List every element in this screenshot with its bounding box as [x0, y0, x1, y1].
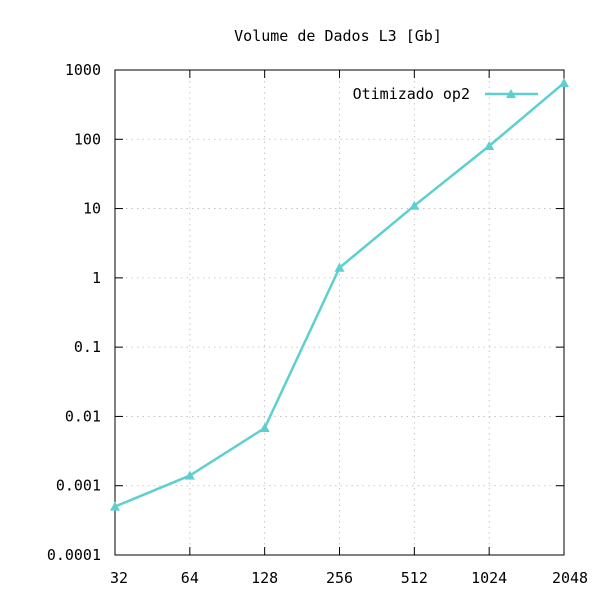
chart-title: Volume de Dados L3 [Gb]	[234, 27, 442, 45]
x-axis-tick-labels: 32 64 128 256 512 1024 2048	[110, 569, 588, 587]
y-tick-label: 10	[83, 200, 101, 218]
series-line	[114, 82, 565, 508]
legend: Otimizado op2	[353, 85, 538, 103]
data-point	[259, 423, 270, 433]
y-tick-label: 1000	[65, 61, 101, 79]
y-tick-label: 0.001	[56, 477, 101, 495]
y-axis-tick-labels: 0.0001 0.001 0.01 0.1 1 10 100 1000	[47, 61, 101, 564]
data-point	[184, 470, 195, 480]
y-tick-label: 1	[92, 269, 101, 287]
data-point	[484, 141, 495, 151]
axis-ticks	[114, 69, 565, 556]
data-point	[409, 200, 420, 210]
series	[110, 77, 569, 511]
grid	[115, 70, 564, 555]
y-tick-label: 0.1	[74, 338, 101, 356]
y-tick-label: 0.01	[65, 407, 101, 425]
data-point	[110, 501, 120, 511]
x-tick-label: 256	[326, 569, 353, 587]
x-tick-label: 128	[251, 569, 278, 587]
x-tick-label: 64	[181, 569, 199, 587]
y-tick-label: 100	[74, 130, 101, 148]
x-tick-label: 512	[401, 569, 428, 587]
x-tick-label: 2048	[552, 569, 588, 587]
data-point	[334, 262, 345, 272]
x-tick-label: 32	[110, 569, 128, 587]
data-point	[559, 77, 569, 87]
x-tick-label: 1024	[471, 569, 507, 587]
y-tick-label: 0.0001	[47, 546, 101, 564]
legend-label: Otimizado op2	[353, 85, 470, 103]
legend-marker	[506, 89, 516, 98]
